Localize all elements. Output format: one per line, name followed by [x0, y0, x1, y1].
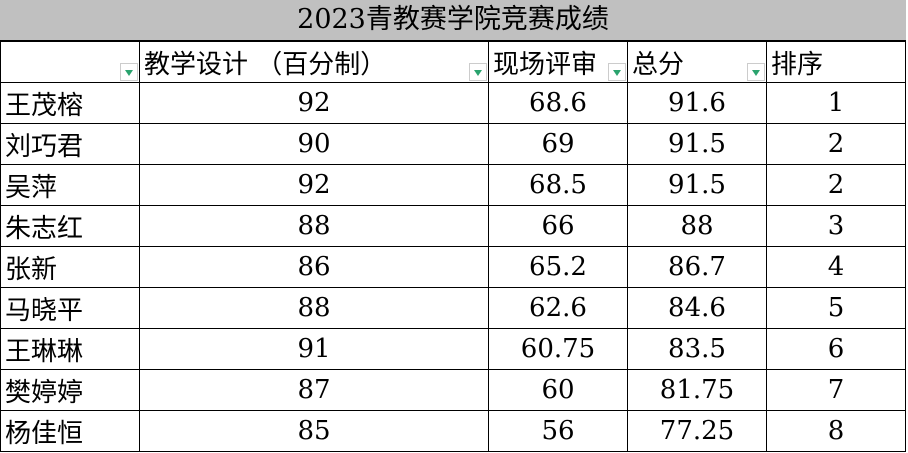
score-cell[interactable]: 92 — [139, 82, 489, 124]
score-cell[interactable]: 2 — [766, 123, 906, 165]
score-cell[interactable]: 83.5 — [627, 328, 767, 370]
score-cell[interactable]: 2 — [766, 164, 906, 206]
score-cell[interactable]: 1 — [766, 82, 906, 124]
table-row: 王茂榕 92 68.6 91.6 1 — [0, 82, 906, 124]
score-cell[interactable]: 60 — [488, 369, 628, 411]
score-cell[interactable]: 62.6 — [488, 287, 628, 329]
score-cell[interactable]: 85 — [139, 410, 489, 452]
header-label: 排序 — [771, 49, 824, 80]
score-cell[interactable]: 86 — [139, 246, 489, 288]
name-cell[interactable]: 张新 — [0, 246, 140, 288]
score-cell[interactable]: 5 — [766, 287, 906, 329]
score-cell[interactable]: 60.75 — [488, 328, 628, 370]
score-cell[interactable]: 84.6 — [627, 287, 767, 329]
name-cell[interactable]: 樊婷婷 — [0, 369, 140, 411]
filter-dropdown-icon[interactable] — [469, 63, 487, 81]
score-table: 教学设计 （百分制） 现场评审 总分 排序 王茂榕 92 68.6 91.6 1 刘巧君 90 69 9… — [0, 41, 906, 452]
score-cell[interactable]: 68.5 — [488, 164, 628, 206]
score-cell[interactable]: 7 — [766, 369, 906, 411]
table-row: 张新 86 65.2 86.7 4 — [0, 246, 906, 288]
score-cell[interactable]: 3 — [766, 205, 906, 247]
score-cell[interactable]: 81.75 — [627, 369, 767, 411]
header-row: 教学设计 （百分制） 现场评审 总分 排序 — [0, 41, 906, 83]
filter-dropdown-icon[interactable] — [120, 63, 138, 81]
score-cell[interactable]: 88 — [139, 205, 489, 247]
score-cell[interactable]: 8 — [766, 410, 906, 452]
score-cell[interactable]: 91.5 — [627, 164, 767, 206]
table-row: 刘巧君 90 69 91.5 2 — [0, 123, 906, 165]
table-row: 马晓平 88 62.6 84.6 5 — [0, 287, 906, 329]
score-cell[interactable]: 91.5 — [627, 123, 767, 165]
name-cell[interactable]: 马晓平 — [0, 287, 140, 329]
header-label: 教学设计 （百分制） — [144, 49, 387, 80]
table-row: 朱志红 88 66 88 3 — [0, 205, 906, 247]
score-cell[interactable]: 66 — [488, 205, 628, 247]
header-label: 总分 — [632, 49, 685, 80]
score-cell[interactable]: 90 — [139, 123, 489, 165]
name-cell[interactable]: 朱志红 — [0, 205, 140, 247]
name-cell[interactable]: 刘巧君 — [0, 123, 140, 165]
sheet-title: 2023青教赛学院竞赛成绩 — [0, 0, 906, 42]
name-cell[interactable]: 杨佳恒 — [0, 410, 140, 452]
score-cell[interactable]: 56 — [488, 410, 628, 452]
score-cell[interactable]: 88 — [627, 205, 767, 247]
score-cell[interactable]: 92 — [139, 164, 489, 206]
score-cell[interactable]: 68.6 — [488, 82, 628, 124]
filter-dropdown-icon[interactable] — [608, 63, 626, 81]
score-cell[interactable]: 88 — [139, 287, 489, 329]
score-cell[interactable]: 91.6 — [627, 82, 767, 124]
score-cell[interactable]: 87 — [139, 369, 489, 411]
score-cell[interactable]: 6 — [766, 328, 906, 370]
table-row: 杨佳恒 85 56 77.25 8 — [0, 410, 906, 452]
filter-dropdown-icon[interactable] — [747, 63, 765, 81]
score-cell[interactable]: 4 — [766, 246, 906, 288]
header-cell[interactable]: 现场评审 — [488, 41, 628, 83]
score-cell[interactable]: 65.2 — [488, 246, 628, 288]
header-cell[interactable]: 排序 — [766, 41, 906, 83]
score-cell[interactable]: 91 — [139, 328, 489, 370]
table-row: 吴萍 92 68.5 91.5 2 — [0, 164, 906, 206]
table-row: 王琳琳 91 60.75 83.5 6 — [0, 328, 906, 370]
score-cell[interactable]: 86.7 — [627, 246, 767, 288]
score-cell[interactable]: 77.25 — [627, 410, 767, 452]
name-cell[interactable]: 吴萍 — [0, 164, 140, 206]
name-cell[interactable]: 王茂榕 — [0, 82, 140, 124]
name-cell[interactable]: 王琳琳 — [0, 328, 140, 370]
header-cell[interactable] — [0, 41, 140, 83]
header-cell[interactable]: 教学设计 （百分制） — [139, 41, 489, 83]
table-row: 樊婷婷 87 60 81.75 7 — [0, 369, 906, 411]
score-cell[interactable]: 69 — [488, 123, 628, 165]
header-cell[interactable]: 总分 — [627, 41, 767, 83]
header-label: 现场评审 — [493, 49, 598, 80]
